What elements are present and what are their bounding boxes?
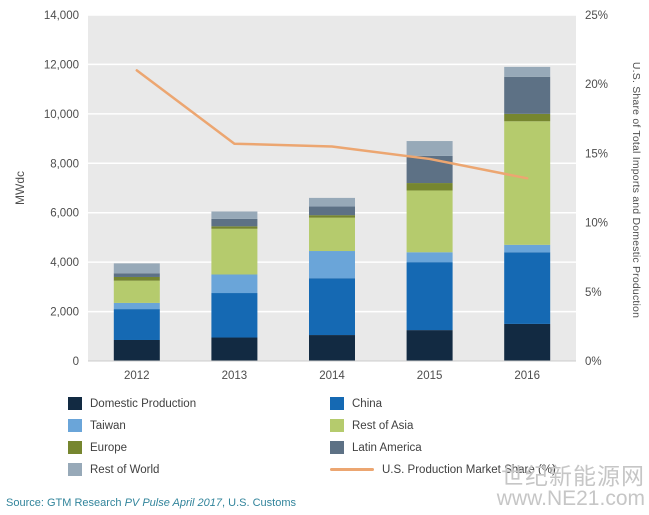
- legend-item-rest-of-world: Rest of World: [68, 462, 330, 477]
- left-axis-tick: 10,000: [44, 109, 79, 121]
- legend-label: China: [352, 397, 383, 410]
- bar-segment-rest-of-asia-2015: [406, 190, 453, 253]
- legend-item-u-s-production-market-share-: U.S. Production Market Share (%): [330, 462, 608, 477]
- bar-segment-china-2016: [504, 252, 551, 324]
- source-publication: PV Pulse April 2017: [124, 497, 223, 509]
- bar-segment-domestic-production-2013: [211, 337, 258, 361]
- right-axis-tick: 20%: [585, 79, 608, 91]
- bar-segment-rest-of-world-2013: [211, 211, 258, 219]
- source-prefix: Source: GTM Research: [6, 497, 125, 509]
- bar-segment-taiwan-2012: [113, 302, 160, 310]
- legend-item-china: China: [330, 396, 608, 411]
- right-axis-tick: 5%: [585, 287, 602, 299]
- left-axis-tick: 8,000: [50, 158, 79, 170]
- source-text: Source: GTM Research PV Pulse April 2017…: [6, 497, 296, 509]
- legend-item-taiwan: Taiwan: [68, 418, 330, 433]
- x-axis-tick-2015: 2015: [417, 370, 443, 382]
- left-axis-tick: 2,000: [50, 307, 79, 319]
- x-axis-tick-2016: 2016: [514, 370, 540, 382]
- bar-segment-rest-of-world-2015: [406, 141, 453, 156]
- bar-segment-domestic-production-2016: [504, 323, 551, 361]
- bar-segment-china-2014: [309, 278, 355, 336]
- legend-color-swatch: [68, 419, 82, 432]
- bar-segment-rest-of-world-2014: [309, 197, 355, 207]
- right-axis-tick: 15%: [585, 148, 608, 160]
- legend-label: Europe: [90, 441, 128, 454]
- legend-item-domestic-production: Domestic Production: [68, 396, 330, 411]
- bar-segment-europe-2013: [211, 226, 258, 229]
- legend-color-swatch: [330, 419, 344, 432]
- bar-segment-rest-of-asia-2013: [211, 228, 258, 275]
- left-axis-tick: 6,000: [50, 208, 79, 220]
- legend-color-swatch: [68, 397, 82, 410]
- x-axis-tick-2012: 2012: [124, 370, 150, 382]
- legend-color-swatch: [68, 463, 82, 476]
- bar-segment-rest-of-world-2016: [504, 66, 551, 77]
- right-axis-tick: 10%: [585, 218, 608, 230]
- bar-segment-china-2013: [211, 293, 258, 338]
- legend-color-swatch: [330, 397, 344, 410]
- bar-segment-rest-of-world-2012: [113, 263, 160, 274]
- bar-segment-europe-2012: [113, 276, 160, 281]
- right-axis-title: U.S. Share of Total Imports and Domestic…: [630, 61, 642, 319]
- stacked-bar-chart: 0 2,000 4,000 6,000 8,000 10,000 12,000 14,000 0…: [44, 10, 608, 382]
- left-axis-tick: 0: [73, 356, 79, 368]
- right-axis-tick: 0%: [585, 356, 602, 368]
- legend-line-sample: [330, 468, 374, 471]
- right-axis-tick: 25%: [585, 10, 608, 22]
- left-axis-tick: 12,000: [44, 59, 79, 71]
- legend-label: Rest of Asia: [352, 419, 414, 432]
- bar-segment-europe-2016: [504, 113, 551, 122]
- bar-segment-latin-america-2013: [211, 218, 258, 227]
- legend-label: Domestic Production: [90, 397, 197, 410]
- legend-item-latin-america: Latin America: [330, 440, 608, 455]
- legend: Domestic Production China Taiwan Rest of As…: [68, 396, 608, 477]
- bar-segment-rest-of-asia-2014: [309, 217, 355, 252]
- legend-color-swatch: [330, 441, 344, 454]
- bar-segment-china-2012: [113, 309, 160, 340]
- bar-segment-latin-america-2014: [309, 206, 355, 216]
- left-axis-title: MWdc: [13, 171, 27, 205]
- x-axis-tick-2014: 2014: [319, 370, 345, 382]
- legend-label: Rest of World: [90, 463, 160, 476]
- legend-item-europe: Europe: [68, 440, 330, 455]
- bar-segment-domestic-production-2015: [406, 330, 453, 361]
- bar-segment-europe-2014: [309, 215, 355, 218]
- market-share-line: [135, 69, 529, 180]
- left-axis-tick: 4,000: [50, 257, 79, 269]
- bar-segment-latin-america-2012: [113, 273, 160, 277]
- bar-segment-rest-of-asia-2016: [504, 121, 551, 245]
- watermark-url: www.NE21.com: [496, 487, 645, 511]
- source-suffix: , U.S. Customs: [222, 497, 296, 509]
- bar-segment-taiwan-2013: [211, 274, 258, 294]
- bar-segment-taiwan-2014: [309, 251, 355, 279]
- x-axis-tick-2013: 2013: [222, 370, 248, 382]
- legend-label: U.S. Production Market Share (%): [382, 463, 556, 476]
- bar-segment-latin-america-2016: [504, 76, 551, 114]
- legend-label: Taiwan: [90, 419, 126, 432]
- bar-segment-china-2015: [406, 262, 453, 331]
- bar-segment-taiwan-2015: [406, 252, 453, 263]
- legend-label: Latin America: [352, 441, 422, 454]
- legend-item-rest-of-asia: Rest of Asia: [330, 418, 608, 433]
- bar-segment-taiwan-2016: [504, 244, 551, 253]
- bar-segment-rest-of-asia-2012: [113, 280, 160, 303]
- bar-segment-domestic-production-2012: [113, 339, 160, 361]
- legend-color-swatch: [68, 441, 82, 454]
- bar-segment-domestic-production-2014: [309, 335, 355, 361]
- bar-segment-latin-america-2015: [406, 155, 453, 184]
- left-axis-tick: 14,000: [44, 10, 79, 22]
- bar-segment-europe-2015: [406, 183, 453, 191]
